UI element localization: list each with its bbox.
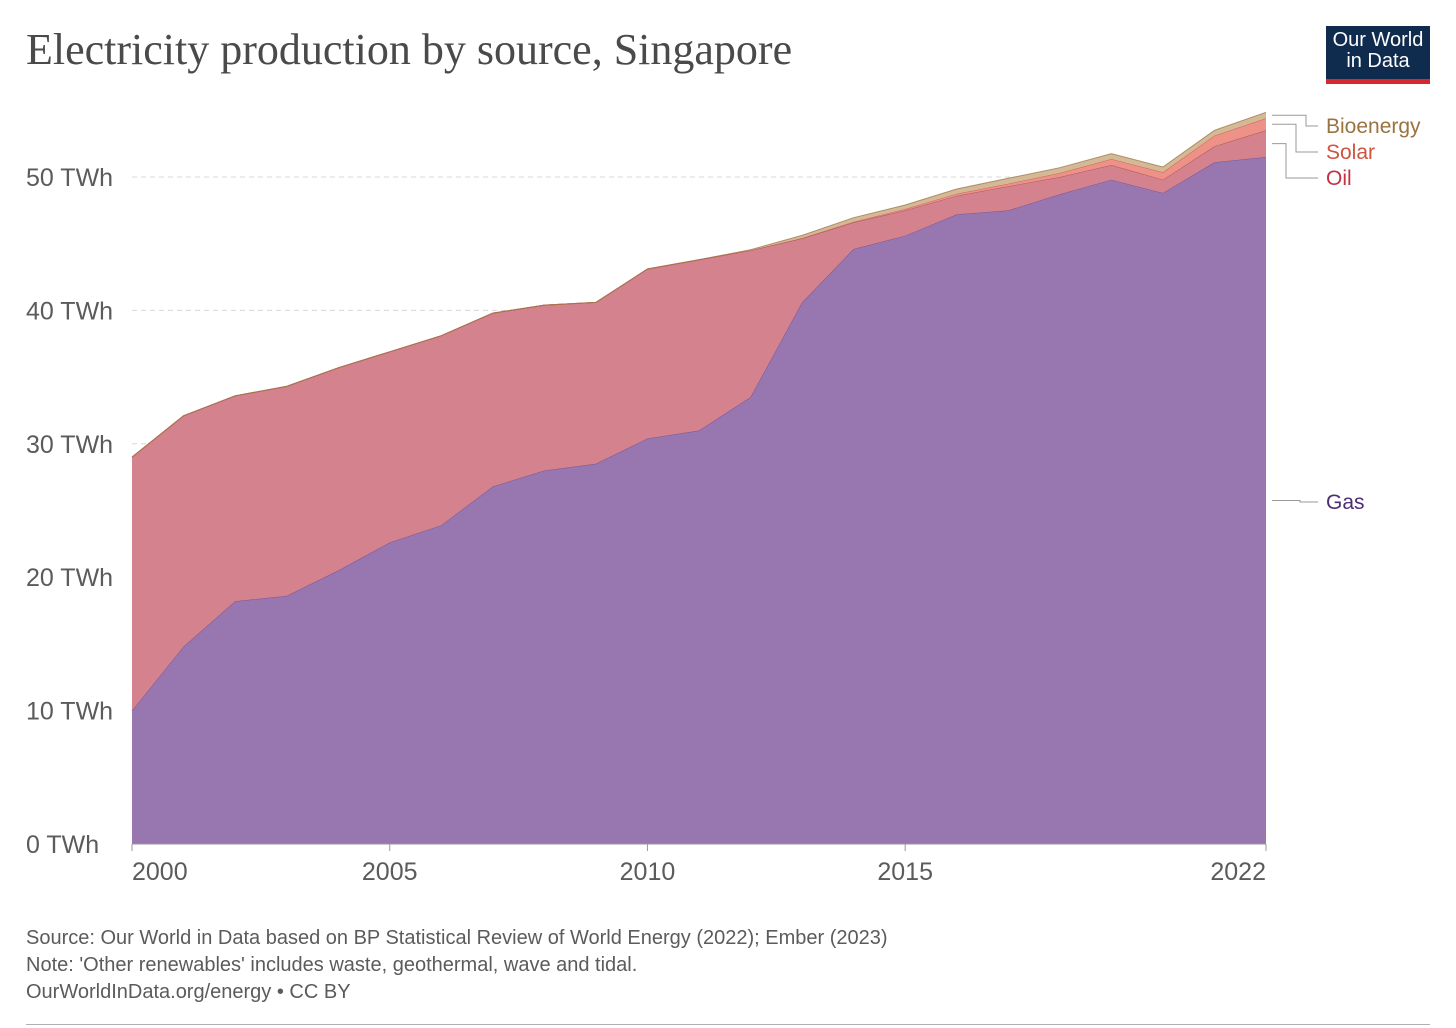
y-tick-label: 40 TWh — [26, 297, 113, 325]
x-tick-label: 2010 — [620, 858, 676, 886]
area-gas — [132, 157, 1266, 844]
source-note: Source: Our World in Data based on BP St… — [26, 927, 888, 949]
x-tick-label: 2015 — [877, 858, 933, 886]
series-label-bioenergy: Bioenergy — [1326, 115, 1421, 138]
series-label-gas: Gas — [1326, 491, 1365, 514]
area-chart: 0 TWh 10 TWh 20 TWh 30 TWh 40 TWh 50 TWh 2000 2… — [26, 111, 1421, 886]
logo-line-1: Our World — [1332, 29, 1424, 51]
note-text: Note: 'Other renewables' includes waste,… — [26, 954, 638, 976]
y-tick-label: 50 TWh — [26, 164, 113, 192]
x-tick-label: 2005 — [362, 858, 418, 886]
bottom-divider — [26, 1024, 1430, 1025]
license-link[interactable]: OurWorldInData.org/energy • CC BY — [26, 981, 351, 1003]
label-connector-oil — [1272, 143, 1318, 179]
line-bioenergy — [131, 111, 1267, 458]
y-tick-label: 0 TWh — [26, 831, 99, 859]
chart-footer: Source: Our World in Data based on BP St… — [26, 925, 888, 1006]
series-label-solar: Solar — [1326, 141, 1375, 164]
logo-line-2: in Data — [1346, 50, 1410, 72]
chart-title: Electricity production by source, Singap… — [26, 25, 793, 74]
label-connector-solar — [1272, 123, 1318, 153]
y-tick-label: 20 TWh — [26, 564, 113, 592]
x-tick-label: 2000 — [132, 858, 188, 886]
owid-logo[interactable]: Our World in Data — [1326, 26, 1430, 84]
area-oil — [132, 130, 1266, 711]
label-connector-gas — [1272, 500, 1318, 503]
label-connector-bioenergy — [1272, 114, 1318, 127]
x-tick-label: 2022 — [1210, 858, 1266, 886]
y-tick-label: 30 TWh — [26, 431, 113, 459]
series-label-oil: Oil — [1326, 167, 1352, 190]
y-tick-label: 10 TWh — [26, 698, 113, 726]
